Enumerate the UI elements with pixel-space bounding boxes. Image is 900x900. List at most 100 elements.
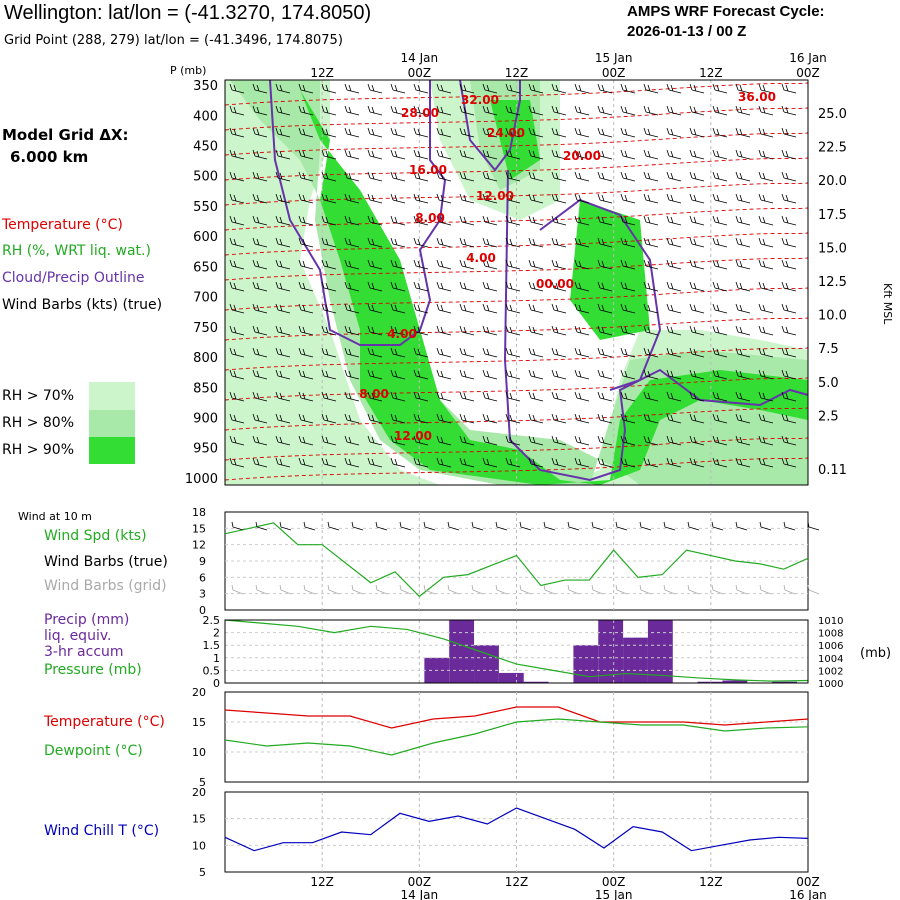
- wind-10m-barb-20: [711, 521, 724, 531]
- wind-barb-336: [643, 347, 659, 358]
- wind-grid-barb-24: [807, 584, 820, 595]
- wind-barb-123: [367, 413, 383, 424]
- forecast-cycle-title: AMPS WRF Forecast Cycle:: [627, 3, 825, 20]
- temperature-contour-label-11: 8.00: [359, 387, 389, 401]
- wind-tick-18: 18: [192, 506, 206, 519]
- wind-barb-434: [781, 127, 797, 138]
- wind-barb-247: [528, 369, 544, 380]
- pressure-tick-600: 600: [193, 230, 218, 245]
- bottom-date-1: 15 Jan: [595, 888, 633, 900]
- wind-barb-345: [666, 149, 682, 160]
- wind-10m-barb-24: [807, 521, 820, 531]
- wind-barb-141: [390, 413, 406, 424]
- wind-barb-199: [482, 105, 498, 116]
- wind-barb-69: [298, 413, 314, 424]
- wind-barb-48: [275, 347, 291, 358]
- wind-barb-265: [551, 369, 567, 380]
- wind-barb-323: [620, 457, 636, 468]
- wind-barb-140: [390, 391, 406, 402]
- wind-barb-232: [505, 435, 521, 446]
- wind-barb-14: [229, 391, 245, 402]
- wind-barb-198: [482, 83, 498, 94]
- wind-barb-231: [505, 413, 521, 424]
- wind-barb-169: [436, 237, 452, 248]
- rh-legend: RH (%, WRT liq. wat.): [2, 243, 151, 259]
- wind-10m-barb-13: [543, 521, 556, 531]
- wind-barb-270: [574, 83, 590, 94]
- precip-bar-6: [474, 645, 499, 683]
- wind-barb-280: [574, 303, 590, 314]
- wind-barb-384: [712, 215, 728, 226]
- grid-point-label: Grid Point (288, 279) lat/lon = (-41.349…: [4, 33, 343, 48]
- wind-barb-446: [781, 391, 797, 402]
- wind-barb-335: [643, 325, 659, 336]
- wind-barb-177: [436, 413, 452, 424]
- bottom-time-tick-2: 12Z: [505, 875, 529, 889]
- wind-barb-290: [597, 127, 613, 138]
- wind-barb-436: [781, 171, 797, 182]
- wind-grid-barb-6: [375, 584, 388, 595]
- wind-barb-333: [643, 281, 659, 292]
- wind-barb-9: [229, 281, 245, 292]
- wind-barb-253: [551, 105, 567, 116]
- temperature-contour-2: [224, 132, 809, 156]
- precip-tick-0: 0: [213, 677, 220, 690]
- wind-tick-3: 3: [199, 588, 206, 601]
- kft-tick-3: 17.5: [818, 208, 847, 223]
- wind-barb-192: [459, 347, 475, 358]
- wind-barb-133: [390, 237, 406, 248]
- wind-barb-147: [413, 149, 429, 160]
- wind-barb-330: [643, 215, 659, 226]
- temp-tick-5: 5: [199, 776, 206, 789]
- wind-barb-393: [712, 413, 728, 424]
- wind-barb-440: [781, 259, 797, 270]
- wind-barb-78: [321, 215, 337, 226]
- wind-barb-388: [712, 303, 728, 314]
- temperature-contour-label-12: 12.00: [394, 429, 432, 443]
- wind-barb-67: [298, 369, 314, 380]
- pressure-tick-500: 500: [193, 170, 218, 185]
- wind-barb-19: [252, 105, 268, 116]
- wind-barb-433: [781, 105, 797, 116]
- wind-barb-71: [298, 457, 314, 468]
- wind-barb-144: [413, 83, 429, 94]
- kft-tick-4: 15.0: [818, 241, 847, 256]
- wind-barb-90: [344, 83, 360, 94]
- bottom-time-tick-3: 00Z: [602, 875, 626, 889]
- precip-legend-1: Precip (mm): [44, 612, 130, 628]
- precip-bar-15: [697, 681, 723, 683]
- wind-barb-35: [252, 457, 268, 468]
- wind-barb-272: [574, 127, 590, 138]
- wind-barb-321: [620, 413, 636, 424]
- wind-10m-barb-15: [591, 521, 604, 531]
- kft-tick-5: 12.5: [818, 275, 847, 290]
- wind-barb-411: [735, 413, 751, 424]
- pressure-tick-400: 400: [193, 109, 218, 124]
- wind-barb-217: [505, 105, 521, 116]
- temperature-contour-10: [224, 347, 809, 371]
- wind-barb-106: [344, 435, 360, 446]
- wind-barb-363: [689, 149, 705, 160]
- pressure-tick-r-1002: 1002: [818, 666, 843, 677]
- pressure-tick-450: 450: [193, 139, 218, 154]
- wind-10m-barb-3: [303, 521, 316, 531]
- wind-barb-55: [298, 105, 314, 116]
- wind-grid-barb-23: [783, 584, 796, 595]
- wind-tick-9: 9: [199, 555, 206, 568]
- wind-barb-410: [735, 391, 751, 402]
- wind-barb-107: [344, 457, 360, 468]
- wind-barb-85: [321, 369, 337, 380]
- wind-barb-374: [689, 391, 705, 402]
- wind-barb-99: [344, 281, 360, 292]
- wind-barb-79: [321, 237, 337, 248]
- wind-tick-6: 6: [199, 571, 206, 584]
- wind-barb-443: [781, 325, 797, 336]
- wind-barb-103: [344, 369, 360, 380]
- wind-barb-91: [344, 105, 360, 116]
- wind-barb-359: [666, 457, 682, 468]
- wind-barb-193: [459, 369, 475, 380]
- dewpoint-legend: Dewpoint (°C): [44, 743, 143, 759]
- wind-barb-187: [459, 237, 475, 248]
- wind-tick-15: 15: [192, 522, 206, 535]
